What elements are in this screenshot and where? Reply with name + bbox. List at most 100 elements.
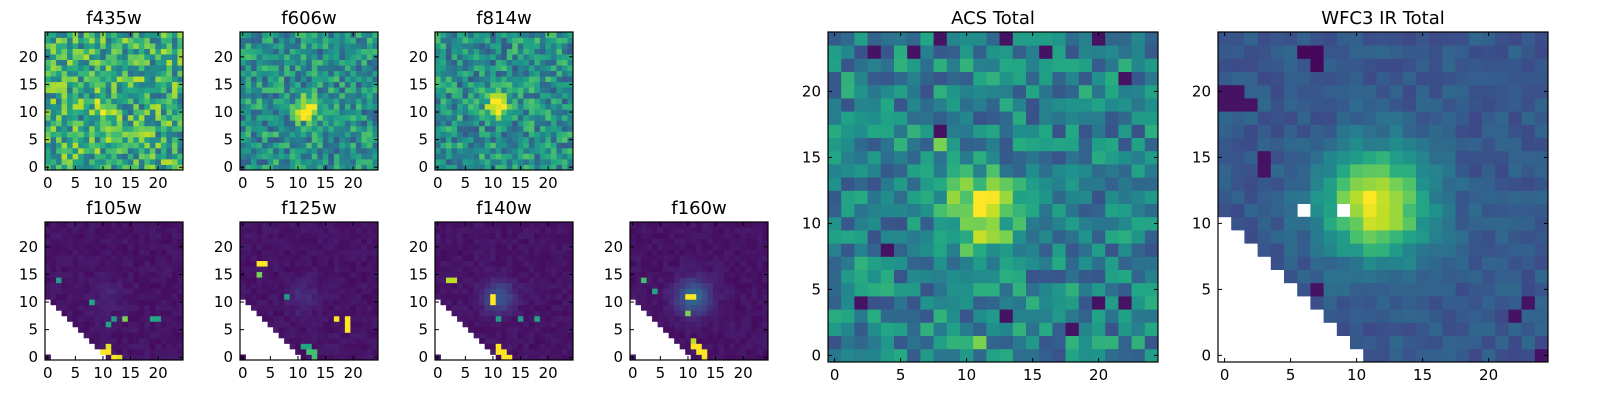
heatmap-cell: [663, 293, 670, 300]
heatmap-cell: [339, 158, 346, 165]
heatmap-cells: [240, 32, 379, 171]
heatmap-cell: [545, 142, 552, 149]
heatmap-cell: [828, 84, 842, 99]
heatmap-cell: [550, 332, 557, 339]
heatmap-cell: [317, 158, 324, 165]
heatmap-cell: [495, 92, 502, 99]
heatmap-cell: [1092, 243, 1106, 257]
heatmap-cell: [251, 37, 257, 44]
heatmap-cell: [707, 238, 714, 245]
heatmap-cell: [171, 293, 178, 300]
heatmap-cell: [756, 227, 763, 234]
heatmap-cell: [89, 103, 96, 110]
heatmap-cell: [561, 343, 568, 350]
heatmap-cell: [333, 288, 340, 295]
heatmap-cell: [1118, 230, 1132, 244]
heatmap-cell: [462, 266, 469, 273]
heatmap-cell: [284, 266, 291, 273]
heatmap-cell: [712, 326, 719, 333]
heatmap-cell: [517, 76, 524, 83]
heatmap-cell: [556, 266, 563, 273]
heatmap-cell: [446, 125, 452, 132]
heatmap-cell: [328, 109, 335, 116]
heatmap-cell: [344, 98, 351, 105]
heatmap-cell: [756, 293, 763, 300]
heatmap-cell: [506, 142, 513, 149]
heatmap-cell: [149, 87, 156, 94]
heatmap-cell: [177, 147, 184, 154]
heatmap-cell: [523, 109, 530, 116]
heatmap-cell: [306, 354, 313, 361]
heatmap-cell: [946, 256, 961, 270]
heatmap-cell: [534, 354, 541, 361]
heatmap-cell: [473, 222, 480, 228]
heatmap-cell: [144, 114, 151, 121]
heatmap-cell: [435, 249, 441, 256]
heatmap-cell: [473, 81, 480, 88]
heatmap-cell: [177, 277, 184, 284]
heatmap-cell: [94, 255, 101, 262]
heatmap-cell: [462, 299, 469, 306]
heatmap-cell: [534, 304, 541, 311]
heatmap-cell: [256, 244, 263, 250]
heatmap-cell: [322, 326, 329, 333]
heatmap-cell: [567, 293, 574, 300]
heatmap-cell: [473, 260, 480, 267]
heatmap-cell: [166, 332, 173, 339]
heatmap-cell: [473, 153, 480, 160]
heatmap-cell: [322, 98, 329, 105]
heatmap-cell: [479, 299, 486, 306]
heatmap-cell: [550, 59, 557, 66]
heatmap-cell: [317, 125, 324, 132]
panel-title: ACS Total: [951, 8, 1035, 29]
heatmap-cell: [723, 315, 730, 322]
heatmap-cell: [67, 48, 73, 55]
heatmap-cell: [745, 249, 752, 256]
heatmap-cell: [306, 43, 313, 49]
heatmap-cell: [718, 282, 725, 289]
heatmap-cell: [841, 45, 855, 59]
heatmap-cell: [484, 87, 491, 94]
heatmap-cell: [561, 271, 568, 278]
heatmap-cell: [72, 249, 79, 256]
heatmap-cell: [854, 256, 868, 270]
heatmap-cell: [556, 70, 563, 77]
heatmap-cell: [556, 164, 563, 171]
heatmap-cell: [94, 164, 101, 171]
heatmap-cell: [1026, 243, 1040, 257]
heatmap-cell: [641, 238, 647, 245]
heatmap-cell: [155, 131, 162, 138]
heatmap-cell: [523, 326, 530, 333]
heatmap-cell: [1131, 243, 1146, 257]
heatmap-cell: [50, 238, 57, 245]
heatmap-cell: [1105, 150, 1119, 165]
heatmap-cell: [674, 260, 681, 267]
heatmap-cell: [490, 233, 497, 239]
heatmap-cell: [133, 136, 140, 143]
heatmap-cell: [712, 277, 719, 284]
heatmap-cell: [138, 238, 145, 245]
heatmap-cell: [278, 142, 285, 149]
heatmap-cell: [155, 59, 162, 66]
heatmap-cell: [317, 153, 324, 160]
heatmap-cell: [867, 190, 882, 204]
heatmap-cell: [240, 142, 246, 149]
heatmap-cell: [267, 131, 274, 138]
heatmap-cell: [278, 153, 285, 160]
heatmap-cell: [171, 249, 178, 256]
heatmap-cell: [267, 271, 274, 278]
heatmap-cell: [999, 32, 1014, 46]
heatmap-cell: [245, 48, 252, 55]
heatmap-cell: [278, 59, 285, 66]
heatmap-cell: [273, 65, 280, 72]
heatmap-cell: [446, 299, 452, 306]
heatmap-cell: [1105, 71, 1119, 86]
heatmap-cell: [539, 348, 546, 355]
heatmap-cell: [550, 54, 557, 60]
heatmap-cell: [854, 309, 868, 323]
heatmap-cell: [457, 158, 463, 165]
heatmap-cell: [556, 244, 563, 250]
heatmap-cell: [311, 233, 318, 239]
heatmap-cell: [668, 222, 675, 228]
heatmap-cell: [517, 343, 524, 350]
